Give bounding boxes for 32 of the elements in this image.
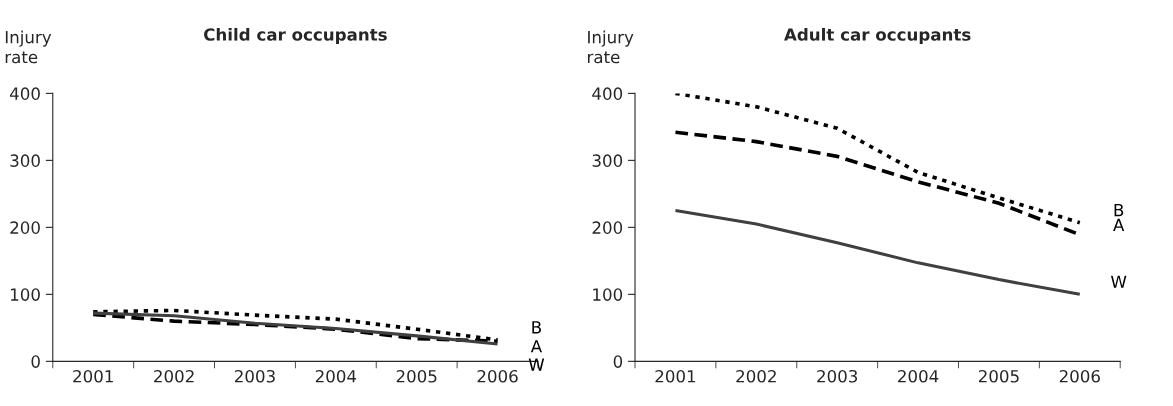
x-tick-label: 2006 <box>1059 369 1100 383</box>
y-tick-label: 300 <box>592 154 623 167</box>
text: B <box>1114 204 1124 217</box>
x-tick-label: 2001 <box>73 369 113 383</box>
y-axis-title: Injury rate <box>588 30 634 64</box>
y-tick-label: 0 <box>613 355 623 368</box>
y-tick-label: 100 <box>11 288 40 301</box>
text: B <box>532 321 541 334</box>
y-tick-label: 200 <box>10 221 40 234</box>
series-label: A <box>530 340 542 353</box>
y-tick-label: 200 <box>592 221 623 234</box>
text: A <box>1113 218 1125 231</box>
x-tick-label: 2002 <box>736 369 776 383</box>
x-tick-label: 2003 <box>234 369 275 383</box>
x-tick-label: 2004 <box>898 369 939 383</box>
x-tick-label: 2005 <box>396 369 437 383</box>
x-tick-label: 2006 <box>477 369 518 383</box>
y-tick-label: 300 <box>10 154 40 167</box>
y-axis-title: Injury rate <box>5 30 52 64</box>
x-tick-label: 2002 <box>154 369 194 383</box>
x-tick-label: 2005 <box>978 369 1019 383</box>
y-tick-label: 400 <box>9 87 40 100</box>
chart-title: Adult car occupants <box>784 27 971 45</box>
series-label: W <box>1110 275 1127 288</box>
text: W <box>528 358 545 371</box>
x-tick-label: 2004 <box>315 369 357 383</box>
x-tick-label: 2003 <box>817 369 858 383</box>
y-tick-label: 0 <box>31 355 40 368</box>
chart-title: Child car occupants <box>204 27 387 45</box>
y-tick-label: 100 <box>593 288 623 301</box>
y-tick-label: 400 <box>592 87 623 100</box>
x-tick-label: 2001 <box>655 369 696 383</box>
